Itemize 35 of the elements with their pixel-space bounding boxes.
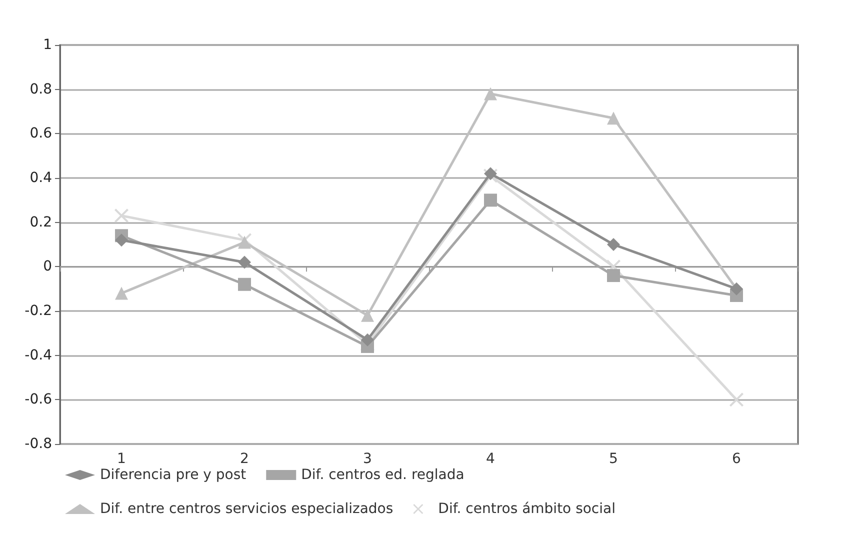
point [607, 112, 620, 125]
point [484, 87, 497, 100]
y-tick-label: 0 [43, 258, 52, 275]
point [114, 208, 128, 223]
point [484, 167, 497, 180]
point [361, 333, 374, 346]
point [730, 392, 744, 407]
point [607, 269, 620, 282]
point [607, 238, 620, 251]
point [484, 194, 497, 207]
legend-label: Dif. centros ed. reglada [301, 467, 464, 483]
x-tick-label: 5 [609, 451, 618, 467]
y-tick-label: -0.8 [24, 436, 52, 452]
x-tick-label: 6 [732, 451, 742, 467]
y-tick-label: -0.4 [24, 347, 52, 364]
y-tick-label: 0.2 [30, 214, 52, 230]
point [361, 308, 374, 322]
point [238, 278, 251, 291]
x-tick-label: 4 [486, 451, 496, 467]
legend-label: Dif. centros ámbito social [438, 501, 616, 517]
point [238, 256, 251, 269]
y-tick-label: -0.2 [24, 303, 52, 319]
legend-label: Diferencia pre y post [100, 467, 247, 483]
legend-label: Dif. entre centros servicios especializados [100, 501, 394, 517]
x-tick-label: 2 [240, 451, 249, 467]
point [115, 286, 128, 300]
y-tick-label: 0.8 [30, 81, 52, 98]
y-tick-label: 0.4 [30, 170, 52, 186]
x-tick-label: 1 [117, 451, 126, 467]
point [115, 234, 128, 247]
point [238, 236, 251, 249]
x-tick-label: 3 [363, 451, 372, 467]
y-tick-label: -0.6 [24, 392, 52, 408]
y-tick-label: 1 [43, 37, 52, 53]
y-tick-label: 0.6 [30, 126, 52, 142]
